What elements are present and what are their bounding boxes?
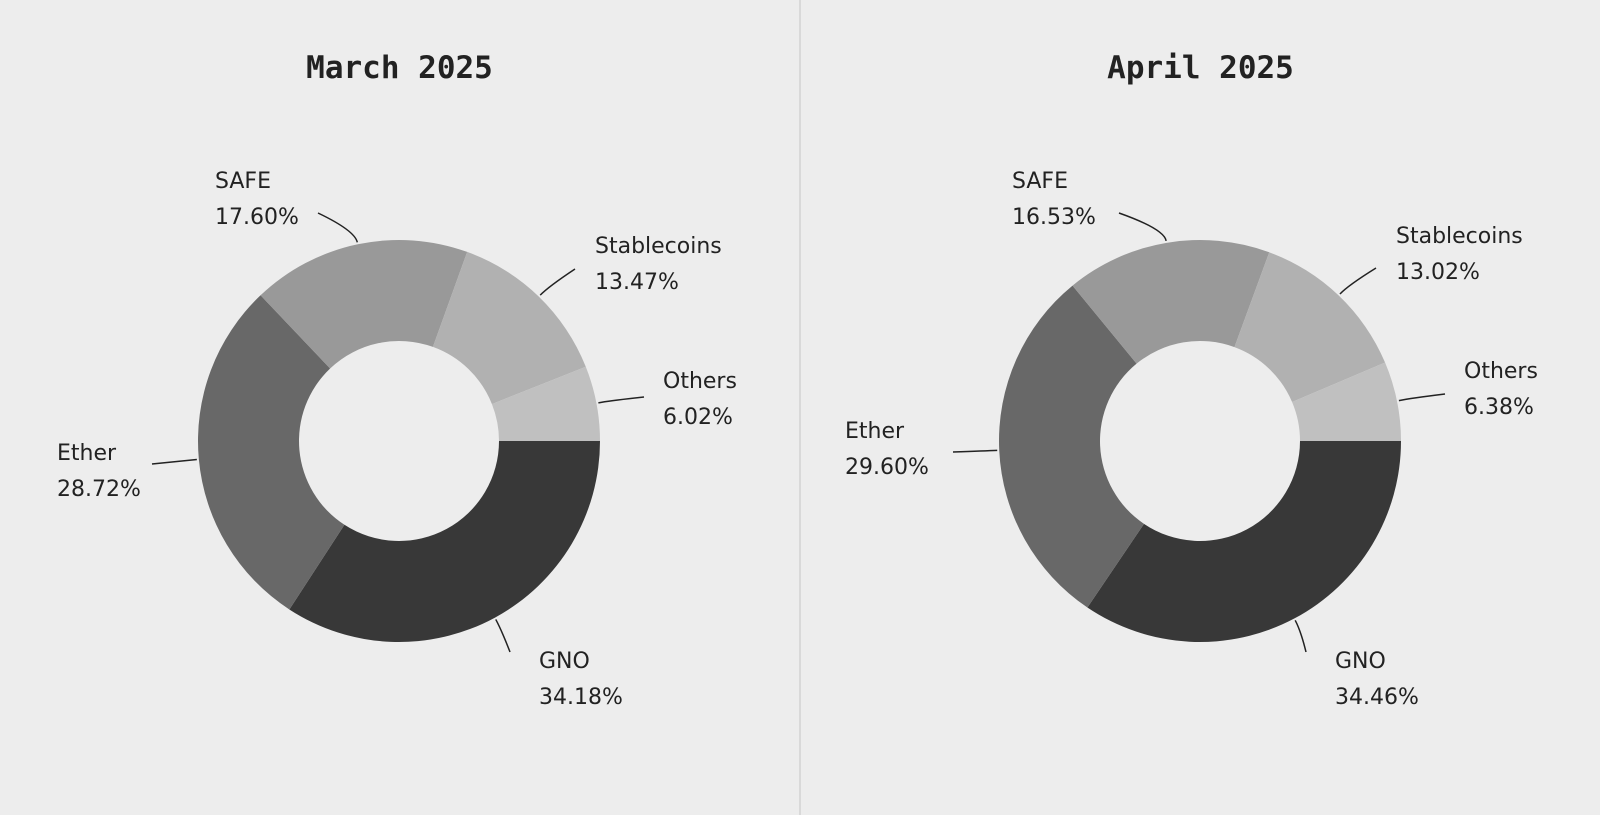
slice-others [1292,362,1401,441]
slice-ether [999,285,1144,608]
leader-line-others [598,396,645,404]
slice-value-stablecoins: 13.47% [595,270,679,295]
slice-value-others: 6.38% [1464,395,1534,420]
slice-value-gno: 34.46% [1335,685,1419,710]
slice-safe [1072,240,1270,364]
slice-value-gno: 34.18% [539,685,623,710]
leader-line-ether [151,458,197,465]
leader-line-stablecoins [539,268,576,296]
slice-label-ether: Ether [57,441,117,466]
donut-chart-svg: GNO 34.46% Ether 29.60% SAFE 16.53% Stablecoin… [845,169,1538,710]
slice-gno [1087,441,1401,642]
slice-ether [197,295,345,610]
slice-others [491,366,600,441]
slice-label-safe: SAFE [215,169,271,194]
leader-line-ether [952,449,998,453]
slice-gno [289,441,600,642]
donut-chart-april: April 2025 GNO 34.46% Ether 29.60% SAFE 16.53… [801,0,1600,815]
slice-value-ether: 29.60% [845,455,929,480]
slice-label-gno: GNO [539,649,590,674]
slice-value-stablecoins: 13.02% [1396,260,1480,285]
slice-stablecoins [1234,252,1386,402]
slice-value-safe: 16.53% [1012,205,1096,230]
leader-line-gno [1294,619,1307,653]
chart-title: April 2025 [1107,50,1294,86]
donut-chart-march: March 2025 GNO 34.18% Ether 28.72% SAFE 17.60… [0,0,799,815]
slice-label-others: Others [1464,359,1538,384]
leader-line-gno [495,619,511,653]
slice-value-ether: 28.72% [57,477,141,502]
chart-title: March 2025 [306,50,493,86]
leader-line-safe [317,212,359,243]
slice-label-ether: Ether [845,419,905,444]
leader-line-safe [1118,212,1167,242]
slice-stablecoins [432,251,586,405]
donut-chart-svg: GNO 34.18% Ether 28.72% SAFE 17.60% Stablecoin… [57,169,737,710]
slice-safe [260,239,468,369]
slice-label-safe: SAFE [1012,169,1068,194]
panel-divider [799,0,801,815]
leader-line-stablecoins [1339,267,1377,295]
slice-value-others: 6.02% [663,405,733,430]
leader-line-others [1398,393,1446,402]
slice-label-gno: GNO [1335,649,1386,674]
slice-label-stablecoins: Stablecoins [595,234,722,259]
slice-value-safe: 17.60% [215,205,299,230]
slice-label-others: Others [663,369,737,394]
slice-label-stablecoins: Stablecoins [1396,224,1523,249]
